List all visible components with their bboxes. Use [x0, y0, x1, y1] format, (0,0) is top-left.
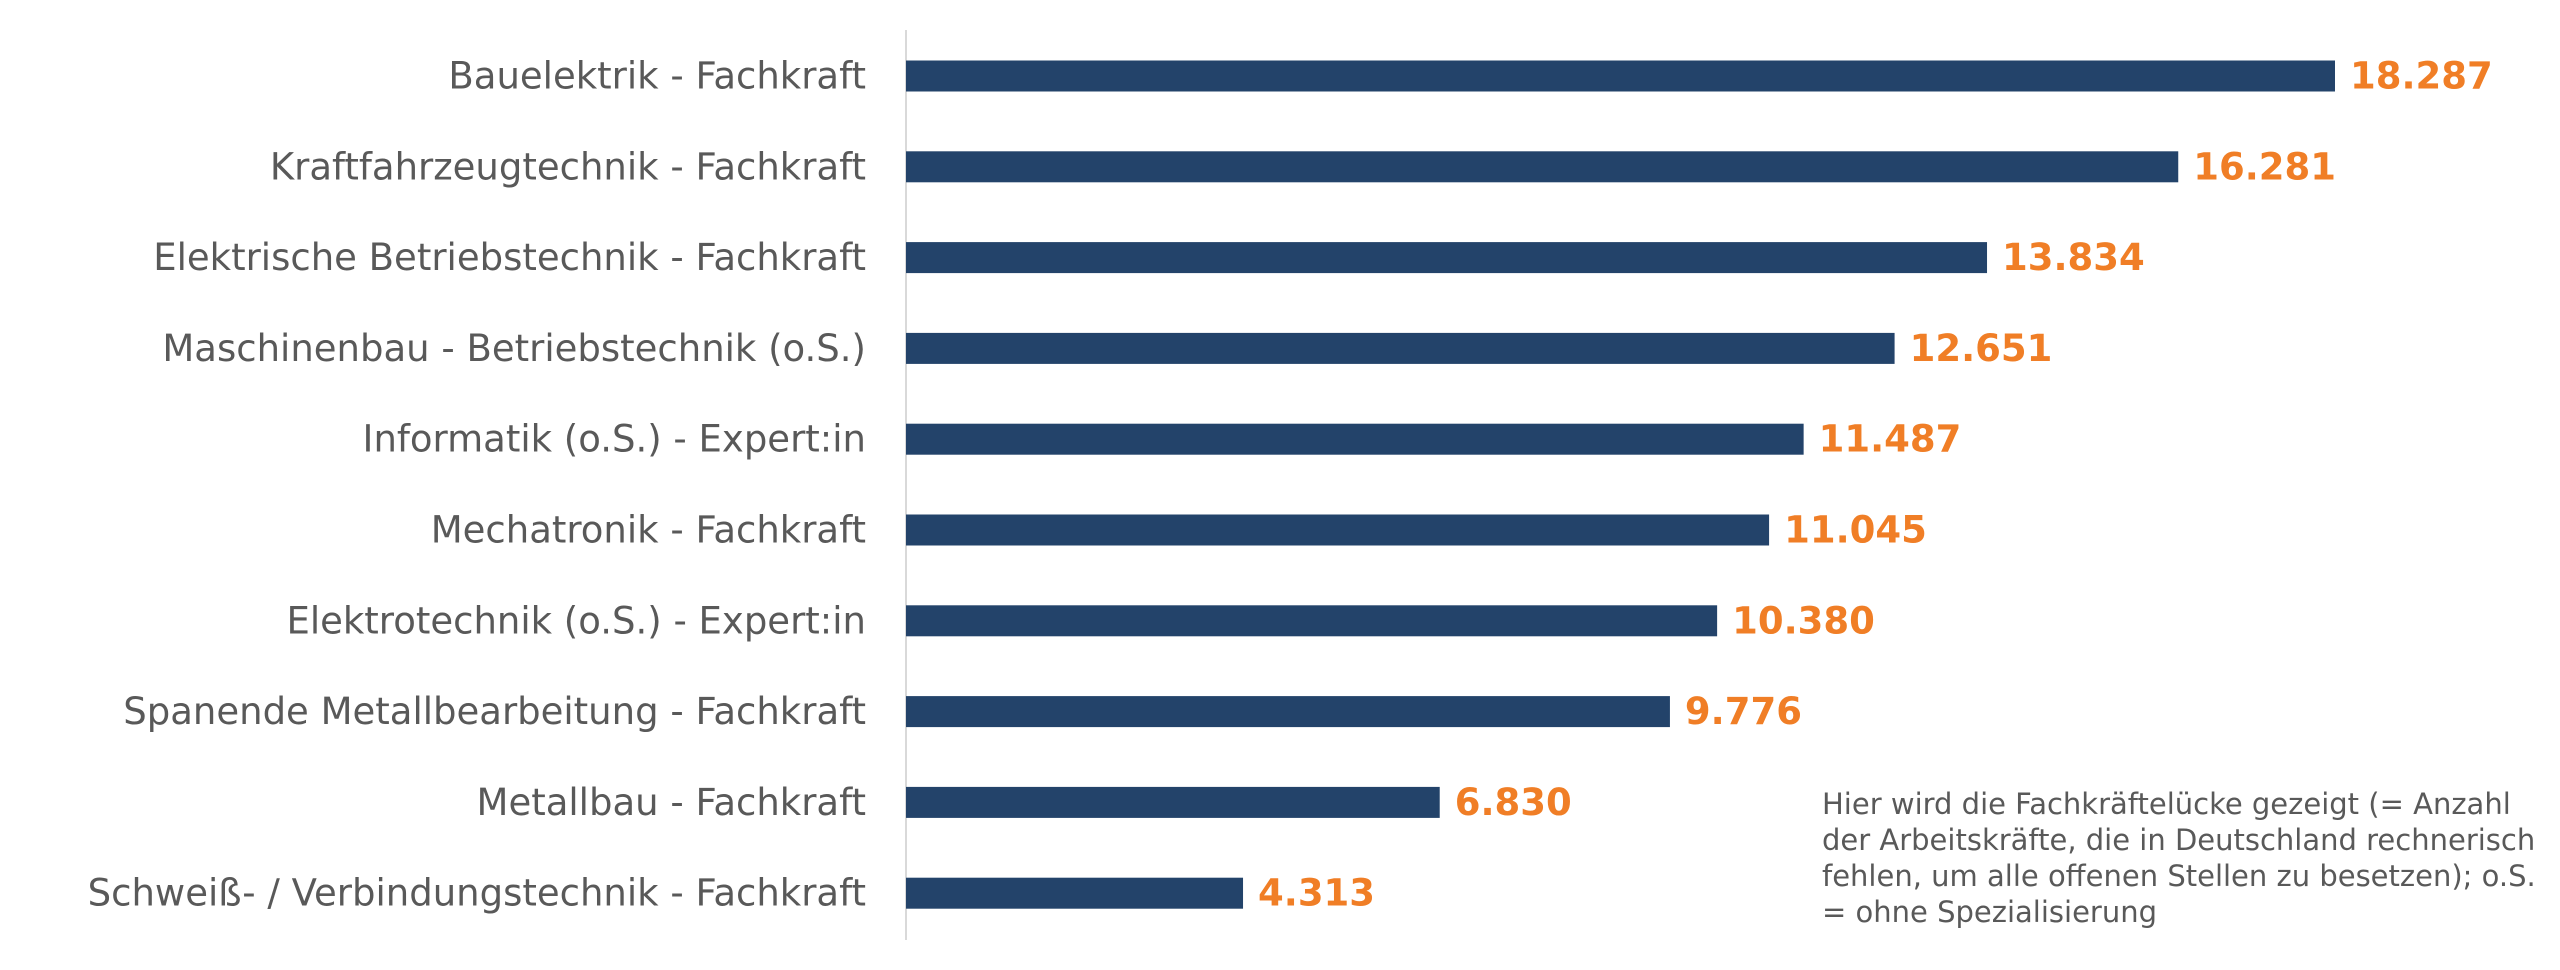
bar-7: [906, 605, 1718, 637]
bar-5: [906, 423, 1804, 455]
value-label-4: 12.651: [1910, 327, 2053, 370]
value-label-10: 4.313: [1258, 872, 1375, 915]
bar-6: [906, 514, 1770, 546]
category-label-1: Bauelektrik - Fachkraft: [448, 55, 866, 98]
category-label-2: Kraftfahrzeugtechnik - Fachkraft: [270, 145, 866, 188]
category-label-4: Maschinenbau - Betriebstechnik (o.S.): [162, 327, 866, 370]
category-label-9: Metallbau - Fachkraft: [477, 781, 866, 824]
value-label-2: 16.281: [2193, 145, 2336, 188]
value-label-5: 11.487: [1819, 418, 1962, 461]
category-label-5: Informatik (o.S.) - Expert:in: [363, 418, 866, 461]
category-label-3: Elektrische Betriebstechnik - Fachkraft: [153, 236, 866, 279]
value-label-7: 10.380: [1732, 599, 1875, 642]
category-labels-group: Bauelektrik - Fachkraft Kraftfahrzeugtech…: [88, 55, 866, 915]
bar-2: [906, 151, 2179, 183]
category-label-7: Elektrotechnik (o.S.) - Expert:in: [286, 599, 866, 642]
category-label-6: Mechatronik - Fachkraft: [431, 509, 866, 552]
value-labels-group: 18.287 16.281 13.834 12.651 11.487 11.045 10.3…: [1258, 55, 2493, 915]
value-label-9: 6.830: [1455, 781, 1572, 824]
value-label-3: 13.834: [2002, 236, 2145, 279]
bar-3: [906, 242, 1988, 274]
category-label-8: Spanende Metallbearbeitung - Fachkraft: [123, 690, 866, 733]
value-label-8: 9.776: [1685, 690, 1802, 733]
bar-4: [906, 332, 1895, 364]
category-label-10: Schweiß- / Verbindungstechnik - Fachkraf…: [88, 872, 866, 915]
bar-1: [906, 60, 2335, 92]
bars-group: [906, 60, 2335, 909]
value-label-6: 11.045: [1784, 509, 1927, 552]
bar-9: [906, 786, 1440, 818]
bar-8: [906, 696, 1670, 728]
bar-10: [906, 877, 1244, 909]
chart-footnote: Hier wird die Fachkräftelücke gezeigt (=…: [1822, 787, 2536, 929]
value-label-1: 18.287: [2350, 55, 2493, 98]
